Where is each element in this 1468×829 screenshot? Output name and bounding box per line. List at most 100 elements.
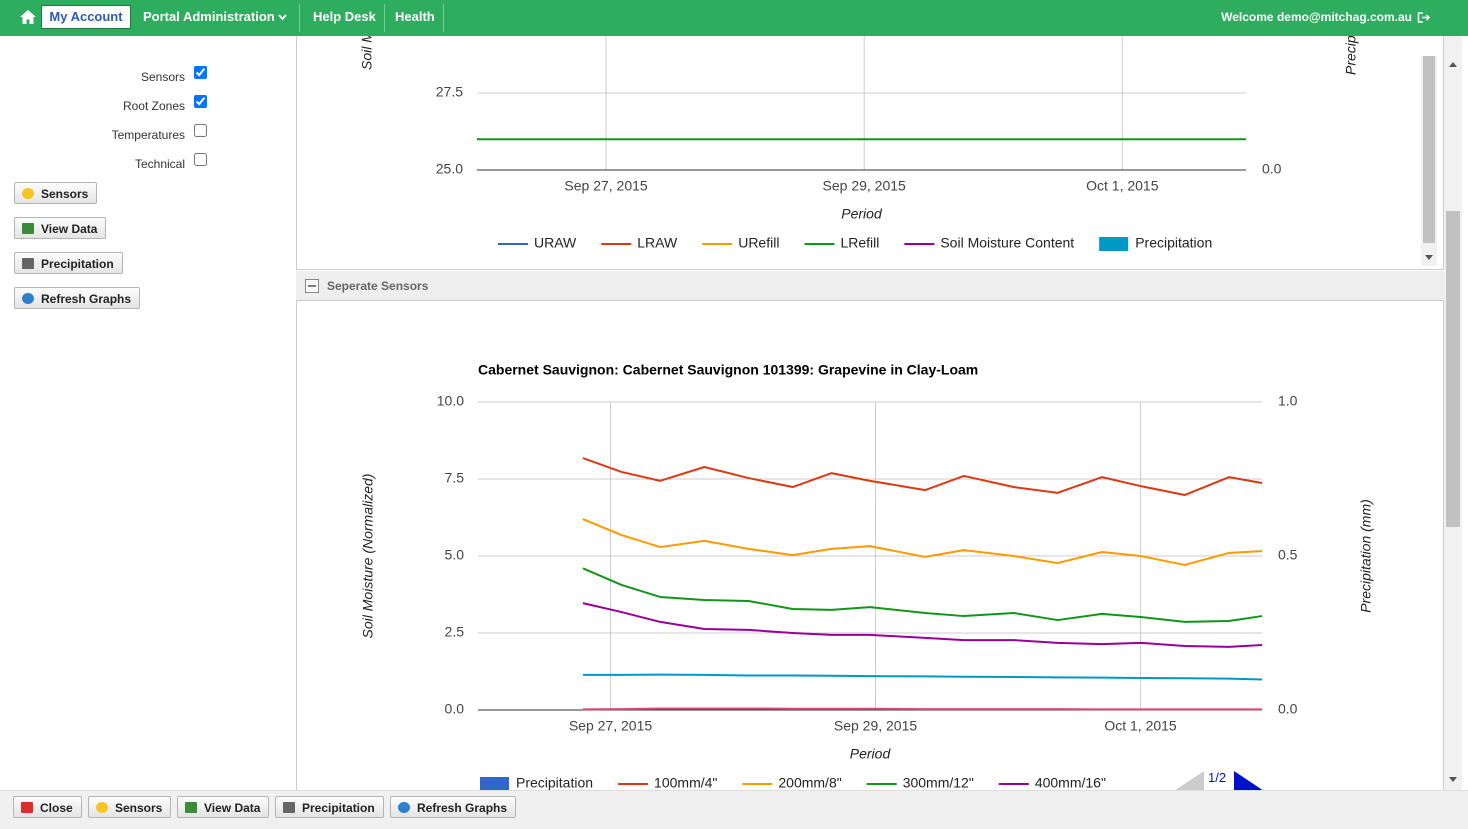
y-tick-label: 5.0 [445,547,465,563]
scroll-arrow-up[interactable] [1448,60,1458,68]
page-scrollbar[interactable] [1444,36,1462,790]
legend-swatch [480,777,509,791]
y2-tick-label: 1.0 [1278,393,1298,409]
legend-label: URefill [738,235,779,251]
y-tick-label: 7.5 [445,470,465,486]
button[interactable]: Sensors [14,182,98,204]
nav-item[interactable]: Health [395,9,435,24]
button[interactable]: View Data [177,796,270,818]
pager-label: 1/2 [1208,770,1227,785]
scrollbar-thumb[interactable] [1423,56,1435,243]
y-tick-label: 25.0 [436,161,463,177]
button-label: Close [40,801,73,815]
nav-item[interactable]: Portal Administration [143,9,288,24]
y2-tick-label: 0.0 [1278,701,1298,717]
x-tick-label: Oct 1, 2015 [1086,178,1159,194]
legend-label: 100mm/4" [654,775,717,791]
option-label: Technical [134,157,185,171]
button-label: View Data [41,222,98,236]
series-line [582,518,1263,566]
button-icon [22,188,34,199]
y2-tick-label: 0.0 [1262,161,1282,177]
button-label: Refresh Graphs [41,292,132,306]
x-tick-label: Sep 27, 2015 [569,718,653,734]
home-icon[interactable] [19,9,37,25]
button[interactable]: Precipitation [14,252,123,274]
nav-item[interactable]: Help Desk [313,9,376,24]
series-line [582,602,1263,648]
separator [299,4,300,32]
y-tick-label: 2.5 [445,624,465,640]
section-title: Seperate Sensors [327,279,429,293]
button-label: Precipitation [41,257,114,271]
button[interactable]: Refresh Graphs [14,287,141,309]
legend-swatch [1099,237,1129,251]
x-tick-label: Sep 27, 2015 [564,178,648,194]
button[interactable]: Close [13,796,82,818]
y2-tick-label: 0.5 [1278,547,1298,563]
scrollbar[interactable] [1421,56,1437,266]
separator [443,4,444,32]
chart-panel: Cabernet Sauvignon: Cabernet Sauvignon 1… [296,300,1444,802]
pager-prev[interactable] [1172,769,1206,793]
welcome-text: Welcome demo@mitchag.com.au [1221,10,1412,24]
button-icon [96,802,108,813]
checkbox[interactable] [194,153,207,166]
bottom-toolbar: Close Sensors View Data Precipitation Refres… [0,790,1468,829]
pager-next[interactable] [1232,769,1266,793]
x-axis-label: Period [841,206,883,222]
series-line [582,457,1263,497]
nav-bar: My Account Portal Administration Help De… [0,0,1468,36]
section-header[interactable]: Seperate Sensors [296,271,1444,301]
logout-icon[interactable] [1417,11,1431,24]
chart: Sep 27, 2015 Sep 29, 2015 Oct 1, 2015 25.0 2… [359,36,1359,251]
legend-label: 400mm/16" [1035,775,1106,791]
legend-label: Soil Moisture Content [940,235,1074,251]
button-label: Refresh Graphs [417,801,508,815]
button-icon [22,293,34,304]
collapse-icon[interactable] [305,279,319,293]
x-axis-label: Period [850,746,892,762]
x-tick-label: Sep 29, 2015 [823,178,907,194]
legend-label: 200mm/8" [778,775,841,791]
chart: Cabernet Sauvignon: Cabernet Sauvignon 1… [360,362,1374,791]
option-label: Root Zones [122,99,185,113]
button-icon [398,802,410,813]
separator [384,4,385,32]
button-icon [21,802,33,813]
button-label: Sensors [115,801,163,815]
legend-label: Precipitation [516,775,593,791]
scroll-arrow-down[interactable] [1448,776,1458,784]
legend-label: LRAW [637,235,678,251]
checkbox[interactable] [194,66,207,79]
legend-label: URAW [534,235,577,251]
button[interactable]: Precipitation [275,796,384,818]
checkbox[interactable] [194,124,207,137]
y-tick-label: 27.5 [436,84,463,100]
nav-item-label: Portal Administration [143,9,275,24]
y-tick-label: 0.0 [445,701,465,717]
button[interactable]: View Data [14,217,107,239]
checkbox[interactable] [194,95,207,108]
button-icon [185,802,197,813]
y2-axis-label: Precipitation (mm) [1343,36,1359,75]
button-label: Sensors [41,187,89,201]
series-line [582,567,1263,623]
chart-panel: Sep 27, 2015 Sep 29, 2015 Oct 1, 2015 25.0 2… [296,36,1444,270]
nav-item[interactable]: My Account [41,5,131,29]
x-tick-label: Sep 29, 2015 [834,718,918,734]
button-icon [22,223,34,234]
y-tick-label: 10.0 [437,393,464,409]
scrollbar-thumb[interactable] [1446,211,1460,527]
series-line [582,673,1263,681]
scroll-arrow-down[interactable] [1424,254,1434,262]
y-axis-label: Soil Moisture (Normalized) [359,36,375,70]
option-label: Sensors [140,70,185,84]
button-label: Precipitation [302,801,375,815]
button[interactable]: Sensors [88,796,172,818]
option-label: Temperatures [111,128,185,142]
legend-label: Precipitation [1135,235,1212,251]
legend-label: LRefill [840,235,879,251]
button[interactable]: Refresh Graphs [390,796,517,818]
button-icon [283,802,295,813]
